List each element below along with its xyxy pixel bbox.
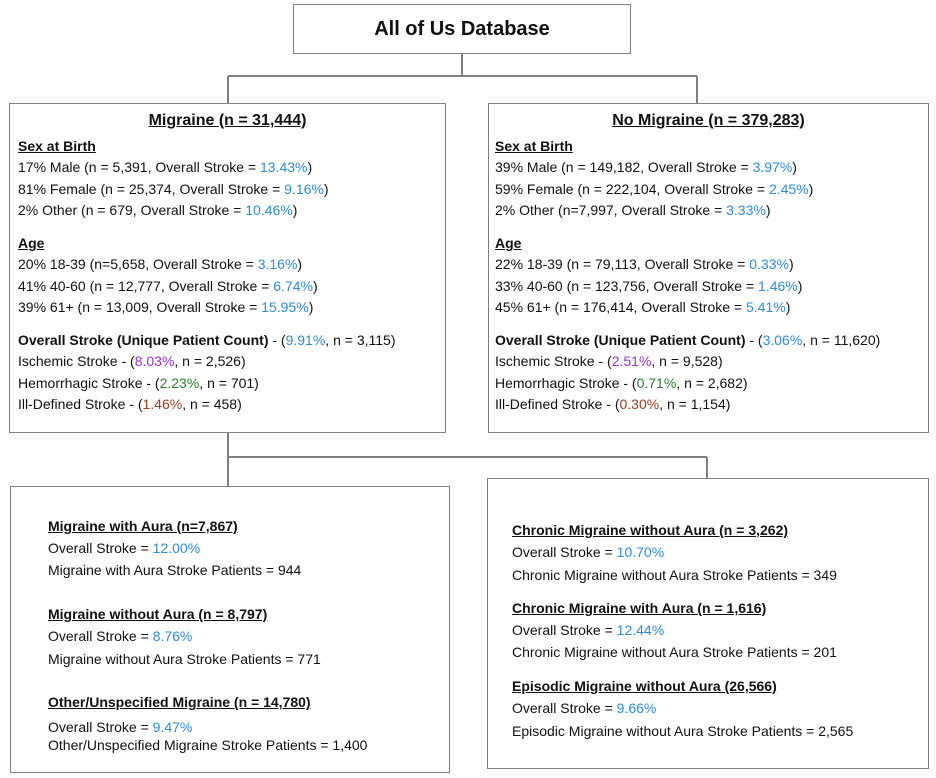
subtype-heading: Migraine without Aura (n = 8,797) xyxy=(48,606,268,622)
no-migraine-age-61-plus: 45% 61+ (n = 176,414, Overall Stroke = 5… xyxy=(495,299,791,315)
no-migraine-sex-male: 39% Male (n = 149,182, Overall Stroke = … xyxy=(495,159,797,175)
subtype-overall-stroke: Overall Stroke = 9.47% xyxy=(48,719,193,735)
subtype-stroke-patients: Migraine without Aura Stroke Patients = … xyxy=(48,651,321,667)
subtype-overall-stroke: Overall Stroke = 10.70% xyxy=(512,544,665,560)
no-migraine-box: No Migraine (n = 379,283) Sex at Birth 3… xyxy=(488,103,929,433)
no-migraine-age-heading: Age xyxy=(495,235,522,251)
subtype-overall-stroke: Overall Stroke = 8.76% xyxy=(48,628,193,644)
migraine-sex-heading: Sex at Birth xyxy=(18,138,96,154)
subtype-stroke-patients: Chronic Migraine without Aura Stroke Pat… xyxy=(512,567,837,583)
no-migraine-sex-other: 2% Other (n=7,997, Overall Stroke = 3.33… xyxy=(495,202,771,218)
subtype-stroke-patients: Chronic Migraine without Aura Stroke Pat… xyxy=(512,644,837,660)
subtype-stroke-patients: Other/Unspecified Migraine Stroke Patien… xyxy=(48,737,368,753)
subtype-stroke-patients: Episodic Migraine without Aura Stroke Pa… xyxy=(512,723,854,739)
migraine-sex-male: 17% Male (n = 5,391, Overall Stroke = 13… xyxy=(18,159,313,175)
subtype-stroke-patients: Migraine with Aura Stroke Patients = 944 xyxy=(48,562,302,578)
migraine-sex-female: 81% Female (n = 25,374, Overall Stroke =… xyxy=(18,181,329,197)
no-migraine-hemorrhagic-stroke: Hemorrhagic Stroke - (0.71%, n = 2,682) xyxy=(495,375,748,391)
migraine-subtypes-right-box: Chronic Migraine without Aura (n = 3,262… xyxy=(487,478,929,769)
subtype-heading: Other/Unspecified Migraine (n = 14,780) xyxy=(48,694,311,710)
root-box: All of Us Database xyxy=(293,4,631,54)
migraine-age-heading: Age xyxy=(18,235,45,251)
migraine-illdefined-stroke: Ill-Defined Stroke - (1.46%, n = 458) xyxy=(18,396,242,412)
migraine-box: Migraine (n = 31,444) Sex at Birth 17% M… xyxy=(9,103,446,433)
no-migraine-title: No Migraine (n = 379,283) xyxy=(612,112,805,129)
migraine-age-40-60: 41% 40-60 (n = 12,777, Overall Stroke = … xyxy=(18,278,318,294)
migraine-age-61-plus: 39% 61+ (n = 13,009, Overall Stroke = 15… xyxy=(18,299,314,315)
subtype-heading: Episodic Migraine without Aura (26,566) xyxy=(512,678,777,694)
no-migraine-illdefined-stroke: Ill-Defined Stroke - (0.30%, n = 1,154) xyxy=(495,396,731,412)
subtype-heading: Chronic Migraine without Aura (n = 3,262… xyxy=(512,522,789,538)
migraine-ischemic-stroke: Ischemic Stroke - (8.03%, n = 2,526) xyxy=(18,353,246,369)
no-migraine-age-18-39: 22% 18-39 (n = 79,113, Overall Stroke = … xyxy=(495,256,794,272)
migraine-age-18-39: 20% 18-39 (n=5,658, Overall Stroke = 3.1… xyxy=(18,256,303,272)
migraine-overall-stroke: Overall Stroke (Unique Patient Count) - … xyxy=(18,332,396,348)
no-migraine-ischemic-stroke: Ischemic Stroke - (2.51%, n = 9,528) xyxy=(495,353,723,369)
migraine-title: Migraine (n = 31,444) xyxy=(148,112,307,129)
subtype-overall-stroke: Overall Stroke = 9.66% xyxy=(512,700,657,716)
no-migraine-overall-stroke: Overall Stroke (Unique Patient Count) - … xyxy=(495,332,881,348)
subtype-overall-stroke: Overall Stroke = 12.00% xyxy=(48,540,201,556)
root-title: All of Us Database xyxy=(374,17,550,40)
subtype-overall-stroke: Overall Stroke = 12.44% xyxy=(512,622,665,638)
subtype-heading: Migraine with Aura (n=7,867) xyxy=(48,518,238,534)
no-migraine-sex-female: 59% Female (n = 222,104, Overall Stroke … xyxy=(495,181,814,197)
no-migraine-age-40-60: 33% 40-60 (n = 123,756, Overall Stroke =… xyxy=(495,278,803,294)
no-migraine-sex-heading: Sex at Birth xyxy=(495,138,573,154)
subtype-heading: Chronic Migraine with Aura (n = 1,616) xyxy=(512,600,767,616)
migraine-sex-other: 2% Other (n = 679, Overall Stroke = 10.4… xyxy=(18,202,298,218)
migraine-subtypes-left-box: Migraine with Aura (n=7,867) Overall Str… xyxy=(10,486,450,773)
migraine-hemorrhagic-stroke: Hemorrhagic Stroke - (2.23%, n = 701) xyxy=(18,375,259,391)
